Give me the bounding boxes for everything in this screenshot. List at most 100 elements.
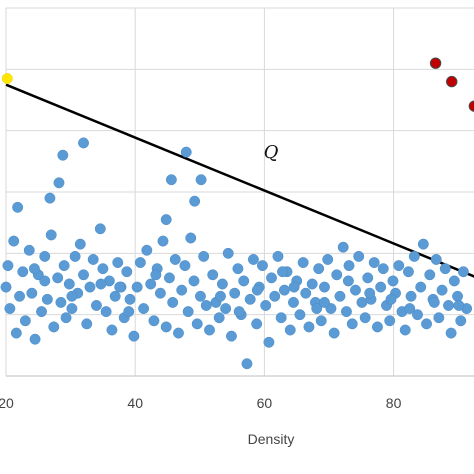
red-data-point xyxy=(446,75,458,88)
blue-data-point xyxy=(123,306,135,318)
blue-data-point xyxy=(180,146,192,158)
blue-data-point xyxy=(14,290,26,302)
blue-data-point xyxy=(232,263,244,275)
blue-data-point xyxy=(128,330,140,342)
blue-data-point xyxy=(408,250,420,262)
blue-data-point xyxy=(269,290,281,302)
blue-data-point xyxy=(297,257,309,268)
blue-data-point xyxy=(421,318,432,330)
blue-data-point xyxy=(229,287,241,299)
blue-data-point xyxy=(412,309,423,321)
blue-data-point xyxy=(58,260,70,272)
blue-data-point xyxy=(415,281,427,293)
blue-data-point xyxy=(403,266,414,278)
blue-data-point xyxy=(165,174,177,186)
blue-data-point xyxy=(244,293,256,305)
blue-data-point xyxy=(97,263,109,275)
q-line-label: Q xyxy=(264,142,279,163)
blue-data-point xyxy=(359,312,371,324)
blue-data-point xyxy=(443,300,454,311)
blue-data-point xyxy=(428,296,440,308)
blue-data-point xyxy=(405,290,417,302)
blue-data-point xyxy=(439,263,451,275)
blue-data-point xyxy=(66,290,78,302)
blue-data-point xyxy=(160,321,172,333)
blue-data-point xyxy=(319,296,330,308)
red-data-point xyxy=(468,100,474,112)
blue-data-point xyxy=(220,303,232,314)
blue-data-point xyxy=(257,260,268,272)
blue-data-point xyxy=(188,275,200,287)
blue-data-point xyxy=(145,278,157,290)
blue-data-point xyxy=(63,278,75,290)
blue-data-point xyxy=(23,244,35,256)
blue-data-point xyxy=(433,312,445,324)
blue-data-point xyxy=(200,300,212,311)
blue-data-point xyxy=(337,241,349,253)
blue-data-point xyxy=(303,321,315,333)
blue-data-point xyxy=(215,290,226,302)
blue-data-point xyxy=(169,254,181,265)
blue-data-point xyxy=(260,300,272,311)
blue-data-point xyxy=(173,327,184,339)
blue-data-point xyxy=(198,250,210,262)
x-tick-labels-group: 20 40 60 80 xyxy=(0,395,402,411)
blue-data-point xyxy=(251,284,263,296)
blue-data-point xyxy=(134,257,146,268)
blue-data-point xyxy=(226,330,237,342)
blue-data-point xyxy=(10,327,22,339)
blue-data-point xyxy=(319,281,330,293)
blue-data-point xyxy=(375,281,387,293)
blue-data-point xyxy=(247,254,259,265)
blue-data-point xyxy=(331,269,343,281)
x-tick-label: 60 xyxy=(257,395,273,411)
blue-data-point xyxy=(194,290,206,302)
blue-data-point xyxy=(288,296,299,308)
blue-data-point xyxy=(150,269,162,281)
blue-data-point xyxy=(452,290,464,302)
blue-data-point xyxy=(251,318,263,330)
blue-data-point xyxy=(424,269,436,281)
blue-data-point xyxy=(455,315,467,327)
blue-data-point xyxy=(213,312,225,324)
blue-data-point xyxy=(340,306,352,318)
blue-data-point xyxy=(278,284,290,296)
blue-data-point xyxy=(448,275,460,287)
blue-data-point xyxy=(2,260,14,272)
yellow-data-point xyxy=(1,73,13,84)
blue-data-point xyxy=(342,275,354,287)
blue-data-point xyxy=(28,263,40,275)
blue-data-point xyxy=(315,315,327,327)
blue-data-point xyxy=(121,266,133,278)
blue-data-point xyxy=(44,192,56,204)
blue-data-point xyxy=(163,272,175,284)
blue-data-point xyxy=(185,232,197,244)
blue-data-point xyxy=(12,201,24,213)
blue-data-point xyxy=(417,238,429,250)
blue-data-point xyxy=(322,254,334,265)
x-tick-label: 80 xyxy=(386,395,402,411)
blue-data-point xyxy=(78,269,89,281)
blue-data-point xyxy=(311,303,323,314)
blue-data-point xyxy=(306,278,318,290)
blue-data-point xyxy=(78,137,89,149)
blue-data-point xyxy=(436,284,448,296)
blue-data-point xyxy=(288,281,300,293)
q-trend-line-group: Q xyxy=(5,83,474,278)
blue-data-point xyxy=(216,278,228,290)
blue-data-point xyxy=(334,290,346,302)
blue-data-point xyxy=(275,312,287,324)
blue-data-point xyxy=(138,303,150,314)
blue-data-point xyxy=(4,303,16,314)
q-trend-line xyxy=(5,83,474,278)
blue-data-point xyxy=(362,272,374,284)
blue-data-point xyxy=(191,318,203,330)
blue-data-point xyxy=(66,303,78,314)
blue-data-point xyxy=(445,327,457,339)
blue-data-point xyxy=(204,324,215,336)
x-axis-title: Density xyxy=(248,431,295,447)
red-data-point xyxy=(429,57,442,69)
blue-data-point xyxy=(114,281,126,293)
blue-data-point xyxy=(277,266,288,278)
